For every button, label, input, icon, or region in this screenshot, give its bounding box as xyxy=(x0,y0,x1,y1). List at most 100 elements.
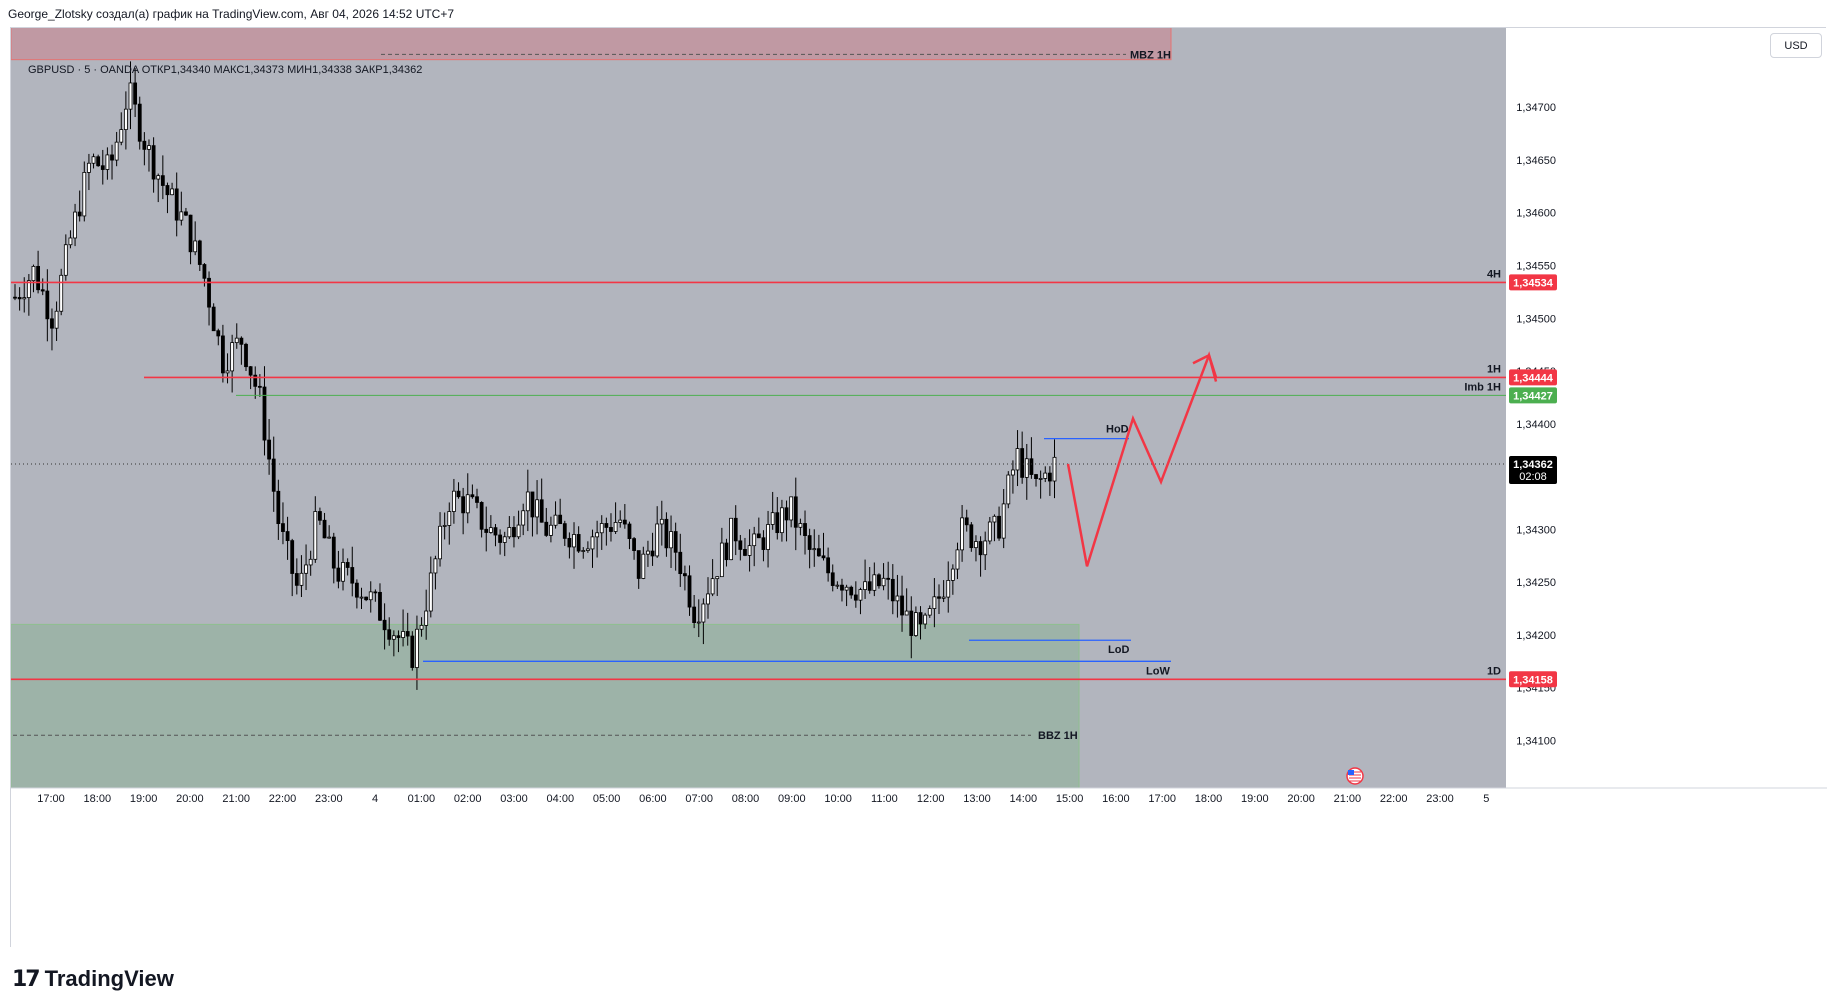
x-tick-label: 03:00 xyxy=(500,793,528,805)
candle-body xyxy=(701,603,706,623)
candle-body xyxy=(646,550,650,555)
chart-header: George_Zlotsky создал(а) график на Tradi… xyxy=(8,7,455,21)
tradingview-logo-text: TradingView xyxy=(44,966,174,991)
candle-body xyxy=(96,156,101,167)
candle-body xyxy=(955,549,960,570)
candle-body xyxy=(31,265,36,282)
zones-layer xyxy=(11,28,1172,789)
candle-body xyxy=(613,522,618,532)
candle-body xyxy=(567,537,572,548)
candle-body xyxy=(923,614,928,625)
candle-body xyxy=(391,635,396,640)
candle-body xyxy=(105,154,110,170)
candle-body xyxy=(253,374,258,387)
x-tick-label: 17:00 xyxy=(37,793,65,805)
candle-body xyxy=(890,578,895,602)
candle-body xyxy=(470,494,475,498)
candle-body xyxy=(207,277,211,308)
candle-body xyxy=(354,582,359,598)
candle-body xyxy=(137,103,142,142)
candle-body xyxy=(22,297,27,300)
x-tick-label: 02:00 xyxy=(454,793,482,805)
candle-body xyxy=(521,510,526,526)
candle-body xyxy=(706,593,710,605)
candle-body xyxy=(1047,472,1052,482)
candle-body xyxy=(100,165,105,170)
candle-body xyxy=(576,534,581,552)
candle-body xyxy=(821,555,826,559)
candle-body xyxy=(401,631,405,638)
x-tick-label: 04:00 xyxy=(547,793,575,805)
candle-body xyxy=(867,581,872,591)
price-tag-label: 1,34444 xyxy=(1513,372,1554,384)
candle-body xyxy=(997,515,1001,539)
candles-layer xyxy=(13,61,1057,690)
candle-body xyxy=(230,342,235,372)
x-tick-label: 09:00 xyxy=(778,793,806,805)
candle-body xyxy=(156,175,161,180)
y-tick-label: 1,34300 xyxy=(1516,524,1556,536)
candle-body xyxy=(544,521,549,536)
x-tick-label: 06:00 xyxy=(639,793,667,805)
candle-body xyxy=(752,533,757,547)
x-tick-label: 19:00 xyxy=(1241,793,1269,805)
candle-body xyxy=(738,540,743,550)
candle-body xyxy=(932,596,937,609)
candle-body xyxy=(793,496,798,528)
candle-body xyxy=(983,540,988,556)
candle-body xyxy=(299,572,304,586)
candle-body xyxy=(599,523,604,534)
candle-body xyxy=(1006,474,1011,505)
candle-body xyxy=(174,188,179,221)
candle-body xyxy=(562,523,567,539)
candle-body xyxy=(341,562,345,582)
currency-button[interactable]: USD xyxy=(1770,33,1822,58)
candle-body xyxy=(1029,458,1034,475)
flag-canton xyxy=(1348,770,1354,775)
current-price-tag xyxy=(1509,455,1557,484)
candle-body xyxy=(170,188,174,196)
tradingview-logo[interactable]: 17 TradingView xyxy=(12,966,174,992)
candle-body xyxy=(262,386,267,441)
candle-body xyxy=(133,82,138,105)
candle-body xyxy=(516,524,521,538)
candle-body xyxy=(13,296,17,299)
x-tick-label: 16:00 xyxy=(1102,793,1130,805)
candle-body xyxy=(803,523,807,537)
candle-body xyxy=(673,531,678,553)
candle-body xyxy=(692,606,697,623)
candle-body xyxy=(696,621,701,624)
x-tick-label: 01:00 xyxy=(408,793,436,805)
candle-body xyxy=(507,527,512,538)
candle-body xyxy=(248,366,253,376)
candle-body xyxy=(216,330,221,337)
price-tag xyxy=(1509,671,1557,688)
candle-body xyxy=(1038,478,1043,480)
chart-frame[interactable]: 1,341001,341501,342001,342501,343001,343… xyxy=(10,27,1827,948)
price-chart[interactable]: 1,341001,341501,342001,342501,343001,343… xyxy=(11,28,1827,948)
candle-body xyxy=(964,517,969,526)
candle-body xyxy=(715,576,720,580)
candle-body xyxy=(590,536,595,550)
candle-body xyxy=(193,240,198,253)
candle-body xyxy=(775,512,780,534)
candle-body xyxy=(387,629,392,640)
x-tick-label: 21:00 xyxy=(222,793,250,805)
x-tick-label: 17:00 xyxy=(1148,793,1176,805)
candle-body xyxy=(225,370,230,374)
x-tick-label: 07:00 xyxy=(685,793,713,805)
candle-body xyxy=(927,608,932,616)
candle-body xyxy=(844,586,849,591)
candle-body xyxy=(73,211,77,239)
candle-body xyxy=(77,211,82,217)
x-tick-label: 20:00 xyxy=(1287,793,1315,805)
candle-body xyxy=(184,211,188,216)
candle-body xyxy=(1043,472,1048,479)
candle-body xyxy=(415,628,419,668)
candle-body xyxy=(937,596,941,599)
candle-body xyxy=(68,237,73,246)
y-tick-label: 1,34550 xyxy=(1516,261,1556,273)
candle-body xyxy=(461,496,466,514)
candle-body xyxy=(26,280,31,299)
candle-body xyxy=(308,558,313,566)
